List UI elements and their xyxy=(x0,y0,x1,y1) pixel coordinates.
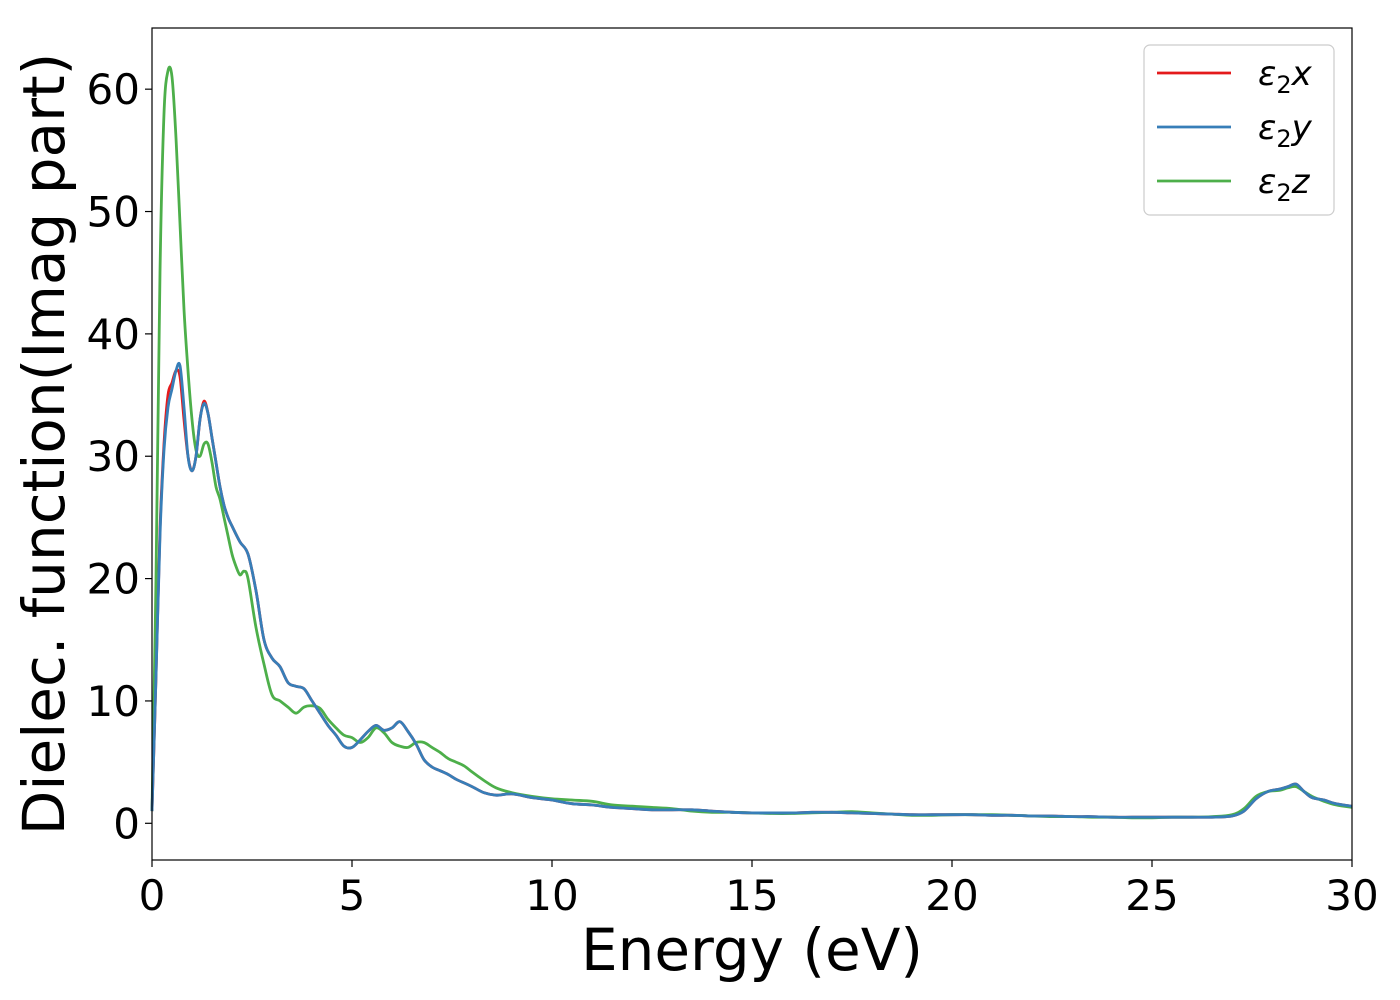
y-tick-label: 60 xyxy=(87,65,140,114)
x-tick-label: 5 xyxy=(339,871,366,920)
y-axis-title: Dielec. function(Imag part) xyxy=(10,53,78,836)
x-tick-label: 0 xyxy=(139,871,166,920)
x-tick-label: 20 xyxy=(925,871,978,920)
legend-frame xyxy=(1143,44,1335,216)
y-tick-label: 10 xyxy=(87,677,140,726)
y-tick-label: 50 xyxy=(87,188,140,237)
y-tick-label: 20 xyxy=(87,555,140,604)
series-lines xyxy=(150,65,1353,820)
x-tick-label: 25 xyxy=(1125,871,1178,920)
x-tick-label: 10 xyxy=(525,871,578,920)
legend: ε2x ε2y ε2z xyxy=(1143,44,1335,216)
legend-label-x: ε2x xyxy=(1258,54,1313,99)
y-tick-label: 40 xyxy=(87,310,140,359)
y-tick-label: 30 xyxy=(87,432,140,481)
x-axis-ticks: 0 5 10 15 20 25 30 xyxy=(139,860,1379,920)
x-axis-title: Energy (eV) xyxy=(581,916,923,984)
y-axis-ticks: 0 10 20 30 40 50 60 xyxy=(87,65,152,848)
legend-label-y: ε2y xyxy=(1258,108,1313,153)
series-line-y xyxy=(150,361,1353,819)
y-tick-label: 0 xyxy=(113,799,140,848)
x-tick-label: 15 xyxy=(725,871,778,920)
x-tick-label: 30 xyxy=(1325,871,1378,920)
legend-label-z: ε2z xyxy=(1258,162,1311,207)
